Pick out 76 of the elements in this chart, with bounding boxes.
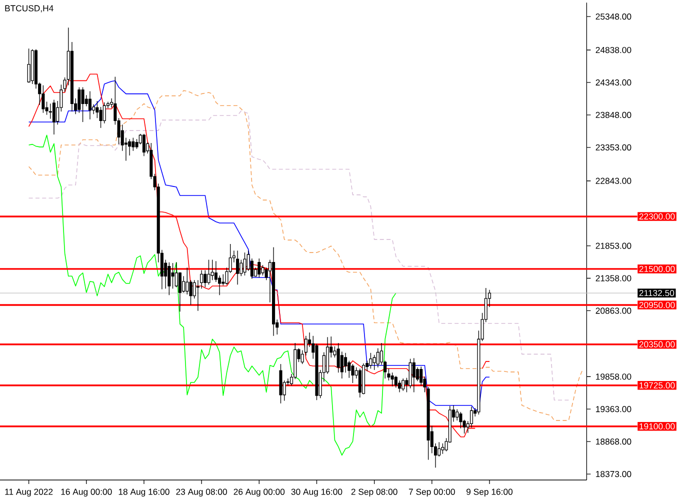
candlestick [369,352,372,369]
x-tick-label: 2 Sep 08:00 [351,488,398,497]
candlestick [182,276,186,293]
ref-line-label: 20350.00 [639,341,675,348]
candlestick [390,372,394,387]
candlestick [102,102,106,124]
x-tick-label: 18 Aug 16:00 [118,488,170,497]
candlestick [204,270,207,288]
candlestick [48,103,52,120]
y-tick-label: 18373.00 [596,470,632,478]
chart-title: BTCUSD,H4 [5,5,54,12]
x-tick-label: 23 Aug 08:00 [176,488,227,497]
ref-line-label: 19725.00 [640,382,675,388]
candlestick [78,86,81,114]
candlestick [261,264,264,276]
candlestick [171,262,174,289]
candlestick [456,408,459,421]
candlestick [398,380,402,393]
candlestick [27,48,30,84]
x-tick-label: 9 Sep 16:00 [466,488,513,497]
y-tick-label: 21853.00 [596,242,632,249]
candlestick [186,267,189,295]
candlestick [351,364,354,384]
candlestick [441,443,444,454]
x-tick-label: 26 Aug 00:00 [234,488,285,497]
candlestick [416,366,420,382]
y-tick-label: 21358.00 [596,275,632,282]
ref-line-label: 21500.00 [639,266,675,272]
candlestick [132,137,135,152]
candlestick [394,376,398,388]
ref-line-label: 20950.00 [639,302,675,308]
candlestick [243,252,246,276]
candlestick [99,106,102,128]
x-tick-label: 7 Sep 00:00 [408,488,455,497]
candlestick [340,351,344,379]
candlestick [402,378,405,392]
ref-line-label: 19100.00 [640,423,675,430]
candlestick [412,358,416,393]
candlestick [96,100,99,118]
candlestick [42,84,45,114]
candlestick [222,274,225,286]
candlestick [358,368,362,398]
y-tick-label: 22843.00 [596,178,632,184]
candlestick [236,250,240,286]
candlestick [372,354,376,370]
candlestick [207,259,210,286]
candlestick [52,99,56,135]
candlestick [438,442,441,457]
candlestick [142,134,146,156]
candlestick [420,366,423,386]
candlestick [250,258,254,280]
candlestick [168,262,171,296]
y-tick-label: 23848.00 [596,112,632,118]
ref-line-label: 22300.00 [639,213,675,220]
candlestick [210,259,214,280]
y-tick-label: 18868.00 [596,438,632,445]
candlestick [459,412,462,429]
ref-line-label: 21132.50 [639,290,674,296]
candlestick [81,86,84,122]
x-tick-label: 11 Aug 2022 [5,488,53,497]
x-tick-label: 16 Aug 00:00 [61,488,112,497]
y-tick-label: 19858.00 [596,374,632,380]
y-tick-label: 24343.00 [596,79,632,86]
y-tick-label: 19363.00 [596,406,632,412]
candlestick [258,258,261,278]
candlestick [178,272,182,312]
x-tick-label: 30 Aug 16:00 [291,488,342,497]
y-tick-label: 20863.00 [596,308,632,314]
candlestick [88,90,92,120]
candlestick [240,259,243,276]
y-tick-label: 25348.00 [596,14,632,20]
candlestick [470,406,474,428]
candlestick [344,352,348,373]
candlestick [408,358,412,389]
y-tick-label: 24838.00 [596,46,632,54]
y-tick-label: 23353.00 [596,144,632,150]
